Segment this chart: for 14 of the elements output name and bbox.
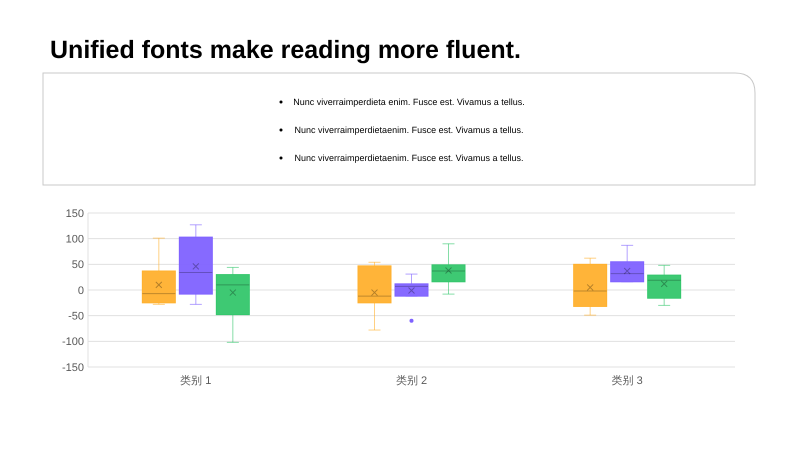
y-tick-label: -50 [68, 310, 84, 323]
text: Nunc viverraimperdietaenim. Fusce est. Vivamus a tellus. [294, 125, 524, 135]
y-tick-label: 0 [78, 284, 84, 297]
y-tick-label: 100 [66, 234, 84, 246]
y-tick-label: -150 [62, 362, 84, 374]
x-tick-label: 类别 1 [180, 374, 212, 387]
text: Nunc viverraimperdieta enim. Fusce est. Vivamus a tellus. [293, 97, 525, 107]
y-tick-label: 50 [72, 259, 84, 272]
text: Nunc viverraimperdietaenim. Fusce est. Vivamus a tellus. [294, 153, 524, 163]
y-tick-label: 150 [66, 208, 84, 220]
chart-title: Unified fonts make reading more fluent. [50, 36, 521, 64]
x-tick-label: 类别 3 [612, 374, 643, 387]
y-tick-label: -100 [62, 336, 84, 348]
x-tick-label: 类别 2 [396, 374, 428, 387]
